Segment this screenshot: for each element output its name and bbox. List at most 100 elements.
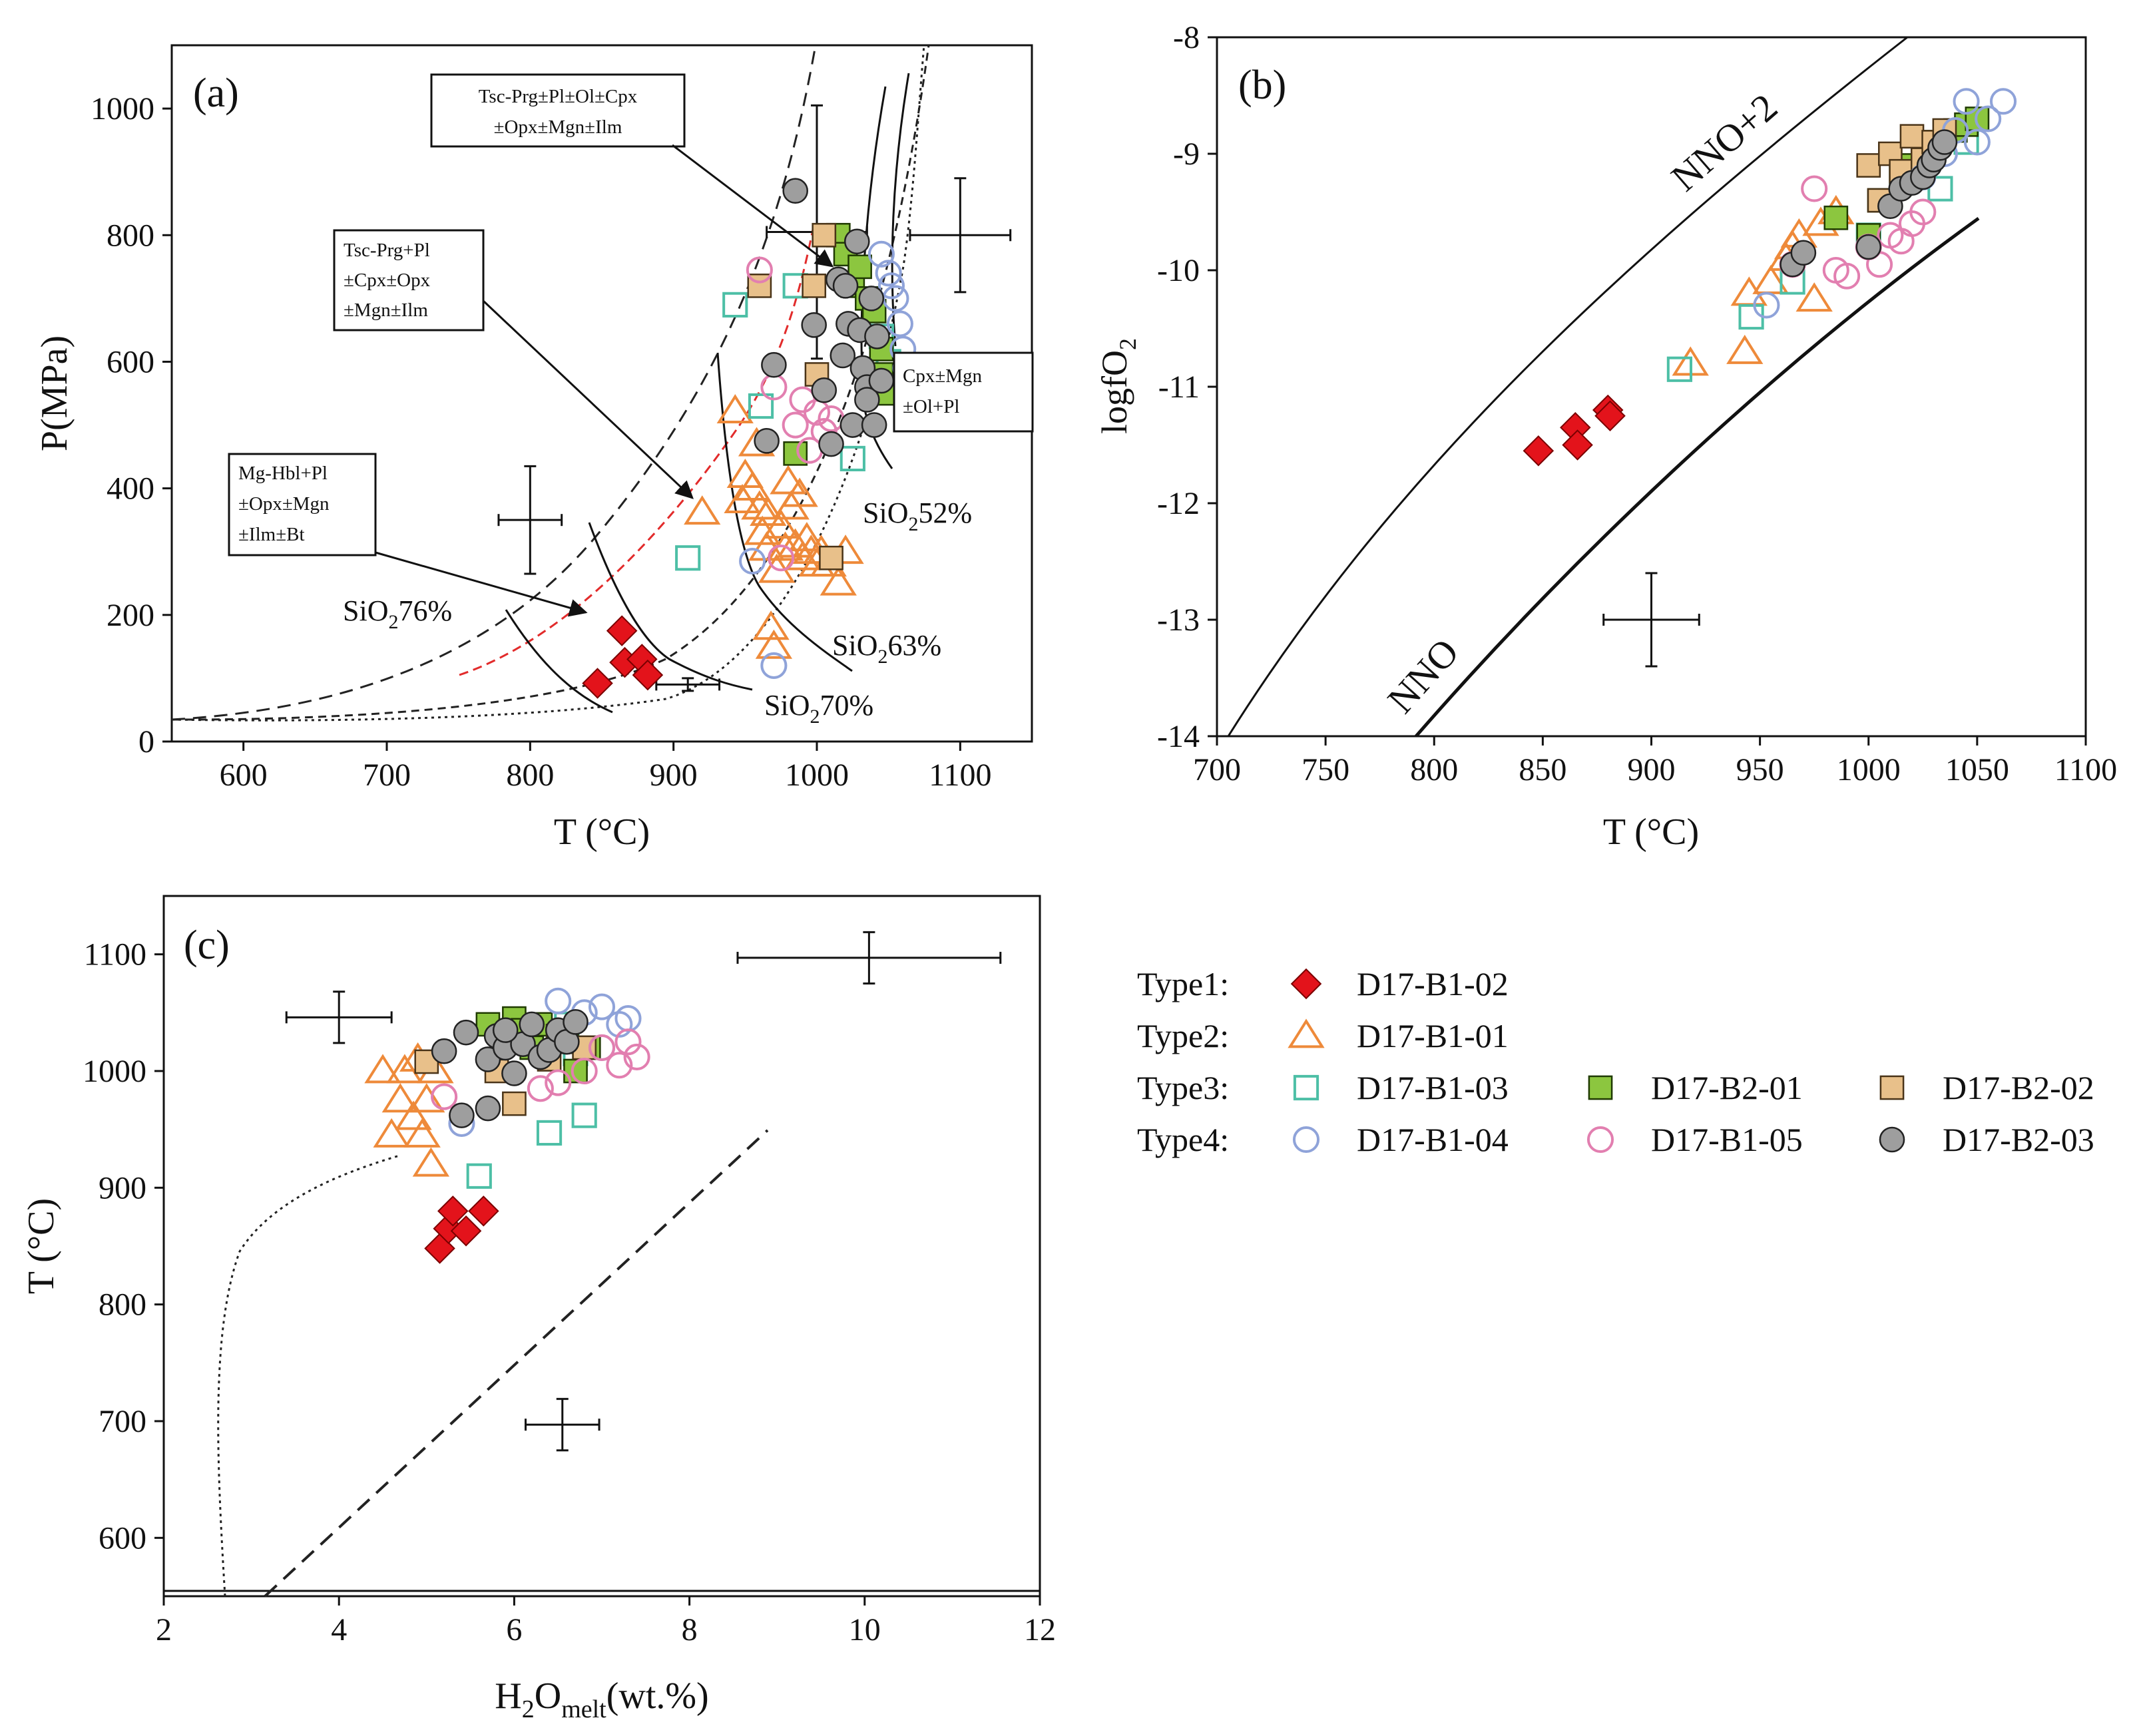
arrow-tsc-prg-pl-ol (672, 144, 834, 268)
point-b105 (789, 386, 816, 413)
y-tick-label: -12 (1157, 486, 1200, 521)
point-b203 (449, 1102, 475, 1128)
point-b102 (606, 615, 638, 646)
label-sio2-63: SiO263% (832, 629, 941, 668)
panel-a-ylabel: P(MPa) (34, 335, 75, 451)
point-b105 (1801, 175, 1828, 202)
point-b203 (861, 412, 887, 438)
point-b203 (1931, 129, 1958, 155)
buffer-nno-plus-2 (1227, 36, 1908, 737)
point-b103 (675, 545, 701, 571)
point-b105 (545, 1069, 572, 1096)
x-tick-label: 12 (1024, 1612, 1056, 1647)
x-tick-label: 700 (1193, 752, 1241, 787)
legend-type-label: Type4: (1137, 1121, 1229, 1158)
curve-red-trend (459, 226, 815, 676)
box-tsc-prg-pl-line3: ±Mgn±Ilm (344, 300, 428, 321)
box-tsc-prg-pl-ol (430, 73, 686, 148)
x-tick-label: 600 (220, 758, 268, 793)
panel-b-markers (1523, 88, 2017, 467)
point-b101 (395, 1100, 432, 1130)
x-tick-label: 900 (650, 758, 698, 793)
point-b101 (762, 509, 800, 539)
panel-c-xlabel: H2Omelt(wt.%) (495, 1675, 708, 1723)
point-b103 (722, 292, 748, 318)
y-tick-label: -10 (1157, 253, 1200, 288)
point-b102 (1523, 435, 1554, 467)
point-b104 (739, 547, 766, 575)
point-b104 (886, 310, 913, 337)
point-b105 (527, 1075, 554, 1102)
panel-c-ylabel: T (°C) (21, 1198, 62, 1294)
point-b203 (843, 228, 870, 255)
point-b203 (754, 428, 780, 454)
box-mg-hbl-line3: ±Ilm±Bt (238, 524, 305, 545)
panel-c-xlabel-melt: melt (561, 1695, 606, 1723)
y-tick-label: -14 (1157, 719, 1200, 754)
legend-marker-b203 (1879, 1126, 1905, 1153)
point-b203 (782, 178, 808, 204)
series-b102 (424, 1195, 499, 1264)
panel-c-xlabel-sub2: 2 (522, 1695, 535, 1723)
series-b102 (582, 615, 664, 699)
label-sio2-70: SiO270% (764, 689, 873, 728)
point-b101 (788, 522, 826, 552)
series-b202 (747, 222, 843, 570)
series-b203 (431, 1009, 589, 1128)
point-b104 (545, 987, 572, 1014)
point-b103 (1666, 356, 1693, 382)
x-tick-label: 1100 (929, 758, 991, 793)
label-sio2-52-sub: 2 (908, 513, 918, 535)
legend-label-b201: D17-B2-01 (1651, 1069, 1803, 1106)
label-sio2-63-pct: 63% (887, 629, 941, 662)
box-cpx-mgn-line2: ±Ol+Pl (903, 396, 959, 417)
y-tick-label: 900 (99, 1170, 146, 1205)
panel-c-curves (164, 1129, 1040, 1598)
point-b203 (475, 1095, 501, 1122)
series-b105 (431, 1028, 650, 1110)
point-b203 (830, 342, 856, 369)
error-bar (497, 465, 563, 575)
x-tick-label: 1000 (785, 758, 849, 793)
panel-a-markers (582, 178, 924, 699)
point-b101 (734, 471, 771, 501)
y-tick-label: -8 (1173, 20, 1200, 55)
point-b203 (431, 1038, 457, 1064)
panel-a-xlabel: T (°C) (554, 811, 650, 853)
point-b103 (839, 445, 865, 472)
point-b102 (437, 1195, 469, 1227)
point-b105 (1909, 198, 1937, 226)
arrow-tsc-prg-pl (482, 300, 694, 499)
box-tsc-prg-pl (333, 229, 485, 331)
box-tsc-prg-pl-line1: Tsc-Prg+Pl (344, 240, 430, 261)
y-tick-label: 1000 (83, 1054, 146, 1089)
box-tsc-prg-pl-line2: ±Cpx±Opx (344, 270, 431, 291)
arrow-mg-hbl (375, 551, 588, 617)
legend-label-b101: D17-B1-01 (1357, 1017, 1509, 1054)
legend-label-b104: D17-B1-04 (1357, 1121, 1509, 1158)
x-tick-label: 750 (1302, 752, 1349, 787)
y-tick-label: -11 (1158, 369, 1200, 405)
error-bar (285, 990, 393, 1044)
box-mg-hbl-line1: Mg-Hbl+Pl (238, 463, 328, 484)
point-b105 (760, 373, 788, 401)
panel-c-frame (162, 895, 1041, 1598)
x-tick-label: 850 (1519, 752, 1566, 787)
series-b102 (1523, 394, 1626, 467)
label-sio2-70-sub: 2 (810, 706, 820, 728)
error-bar (1602, 572, 1700, 668)
label-sio2-52-pct: 52% (918, 497, 972, 529)
point-b203 (801, 312, 827, 338)
isopleth-sio2-63 (716, 352, 853, 672)
point-b103 (571, 1102, 597, 1128)
point-b104 (760, 652, 788, 679)
legend-type-label: Type3: (1137, 1069, 1229, 1106)
point-b105 (606, 1052, 633, 1079)
point-b202 (502, 1091, 527, 1116)
x-tick-label: 1050 (1945, 752, 2009, 787)
point-b104 (588, 993, 616, 1020)
point-b101 (364, 1054, 401, 1084)
point-b104 (1953, 88, 1980, 115)
